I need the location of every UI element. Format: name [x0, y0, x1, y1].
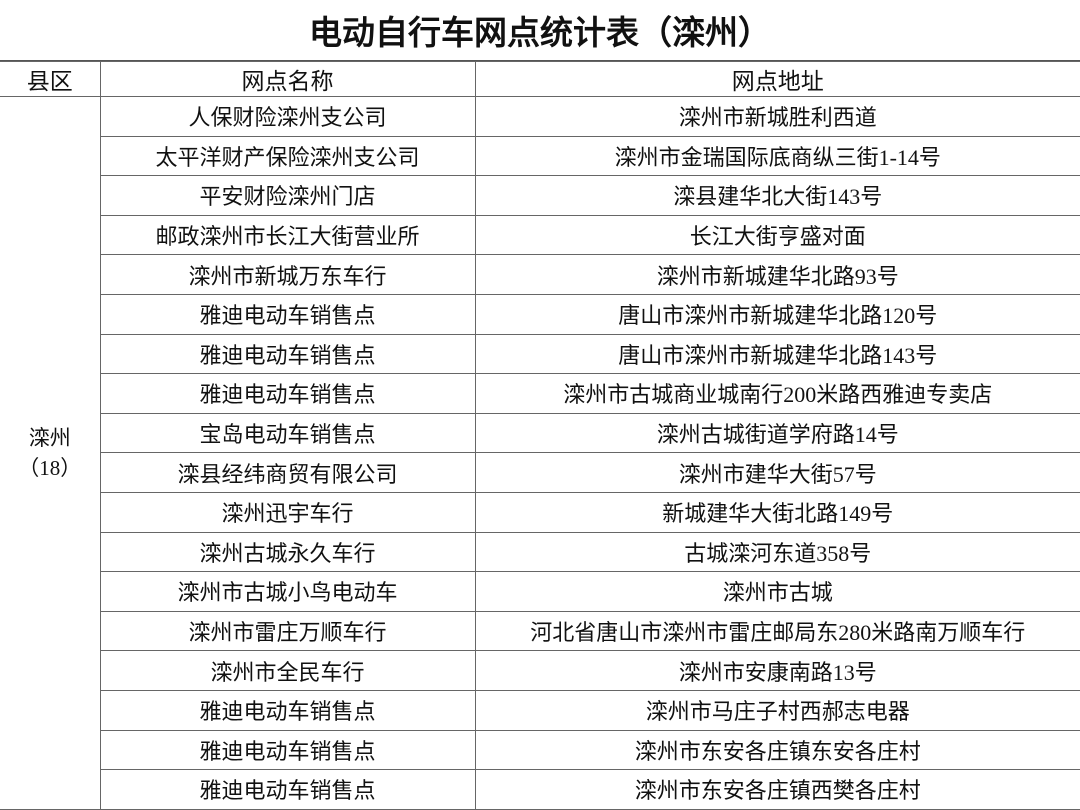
table-row: 滦州市新城万东车行 滦州市新城建华北路93号	[0, 254, 1080, 295]
table-row: 滦州迅宇车行 新城建华大街北路149号	[0, 491, 1080, 533]
outlet-name: 滦州市全民车行	[100, 650, 476, 691]
outlet-address: 滦州市金瑞国际底商纵三街1-14号	[474, 135, 1080, 177]
header-address: 网点地址	[474, 61, 1080, 97]
outlet-name: 滦州古城永久车行	[100, 531, 476, 573]
table-row: 邮政滦州市长江大街营业所 长江大街亨盛对面	[0, 214, 1080, 256]
outlet-address: 古城滦河东道358号	[474, 531, 1080, 573]
outlet-name: 雅迪电动车销售点	[100, 333, 476, 375]
outlet-name: 雅迪电动车销售点	[100, 689, 476, 731]
outlet-name: 滦州市古城小鸟电动车	[100, 571, 476, 612]
outlet-address: 长江大街亨盛对面	[474, 214, 1080, 256]
header-county: 县区	[0, 61, 101, 97]
table-row: 雅迪电动车销售点 滦州市古城商业城南行200米路西雅迪专卖店	[0, 373, 1080, 414]
outlet-address: 滦州市新城建华北路93号	[474, 254, 1080, 295]
outlet-address: 滦州市马庄子村西郝志电器	[474, 689, 1080, 731]
outlet-address: 滦州市安康南路13号	[474, 650, 1080, 691]
outlet-name: 滦州市雷庄万顺车行	[100, 610, 476, 652]
county-name: 滦州	[28, 425, 71, 450]
table-row: 雅迪电动车销售点 滦州市东安各庄镇西樊各庄村	[0, 769, 1080, 810]
table-row: 滦州 （18） 人保财险滦州支公司 滦州市新城胜利西道	[0, 96, 1080, 810]
county-cell: 滦州 （18）	[0, 96, 101, 810]
table-row: 雅迪电动车销售点 滦州市马庄子村西郝志电器	[0, 689, 1080, 731]
outlet-address: 滦州市建华大街57号	[474, 452, 1080, 493]
outlet-address: 唐山市滦州市新城建华北路120号	[474, 293, 1080, 335]
page-title: 电动自行车网点统计表（滦州）	[0, 0, 1080, 61]
table-row: 雅迪电动车销售点 唐山市滦州市新城建华北路120号	[0, 293, 1080, 335]
outlet-name: 雅迪电动车销售点	[100, 373, 476, 414]
outlet-name: 滦州市新城万东车行	[100, 254, 476, 295]
table-row: 滦州古城永久车行 古城滦河东道358号	[0, 531, 1080, 573]
outlet-address: 滦州市古城	[474, 571, 1080, 612]
outlet-name: 雅迪电动车销售点	[100, 729, 476, 771]
outlet-address: 滦州市新城胜利西道	[474, 96, 1080, 137]
table-row: 滦州市古城小鸟电动车 滦州市古城	[0, 571, 1080, 612]
header-name: 网点名称	[99, 61, 476, 97]
outlet-address: 河北省唐山市滦州市雷庄邮局东280米路南万顺车行	[474, 610, 1080, 652]
outlet-address: 新城建华大街北路149号	[474, 491, 1080, 533]
outlet-name: 滦县经纬商贸有限公司	[100, 452, 476, 493]
outlet-address: 滦州古城街道学府路14号	[474, 412, 1080, 454]
table-row: 滦州市全民车行 滦州市安康南路13号	[0, 650, 1080, 691]
outlet-name: 人保财险滦州支公司	[99, 96, 476, 137]
outlet-name: 雅迪电动车销售点	[100, 769, 476, 810]
outlet-name: 滦州迅宇车行	[100, 491, 476, 533]
table-header-row: 县区 网点名称 网点地址	[0, 61, 1080, 97]
county-count: （18）	[18, 455, 82, 480]
outlet-address: 滦州市东安各庄镇西樊各庄村	[474, 769, 1080, 810]
table-row: 滦州市雷庄万顺车行 河北省唐山市滦州市雷庄邮局东280米路南万顺车行	[0, 610, 1080, 652]
outlet-address: 滦州市东安各庄镇东安各庄村	[474, 729, 1080, 771]
table-row: 宝岛电动车销售点 滦州古城街道学府路14号	[0, 412, 1080, 454]
outlet-name: 邮政滦州市长江大街营业所	[100, 214, 476, 256]
outlet-name: 雅迪电动车销售点	[100, 293, 476, 335]
outlet-name: 宝岛电动车销售点	[100, 412, 476, 454]
outlet-address: 滦州市古城商业城南行200米路西雅迪专卖店	[474, 373, 1080, 414]
outlet-name: 平安财险滦州门店	[100, 175, 476, 216]
outlet-address: 滦县建华北大街143号	[474, 175, 1080, 216]
table-row: 滦县经纬商贸有限公司 滦州市建华大街57号	[0, 452, 1080, 493]
outlet-address: 唐山市滦州市新城建华北路143号	[474, 333, 1080, 375]
table-row: 雅迪电动车销售点 滦州市东安各庄镇东安各庄村	[0, 729, 1080, 771]
outlet-name: 太平洋财产保险滦州支公司	[100, 135, 476, 177]
table-row: 平安财险滦州门店 滦县建华北大街143号	[0, 175, 1080, 216]
outlet-table: 县区 网点名称 网点地址 滦州 （18） 人保财险滦州支公司 滦州市新城胜利西道 太平洋…	[0, 61, 1080, 810]
table-row: 雅迪电动车销售点 唐山市滦州市新城建华北路143号	[0, 333, 1080, 375]
table-row: 太平洋财产保险滦州支公司 滦州市金瑞国际底商纵三街1-14号	[0, 135, 1080, 177]
